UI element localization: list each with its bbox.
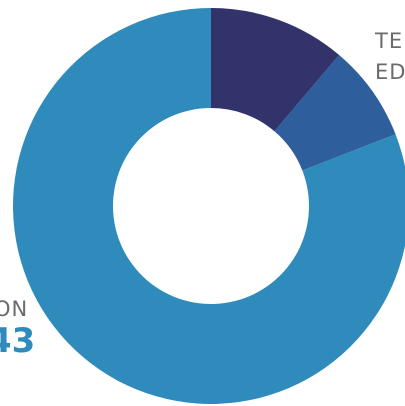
value-left: 43: [0, 321, 36, 361]
label-right-line-2: ED: [375, 60, 405, 84]
label-right-line-1: TE: [375, 29, 404, 53]
donut-slice-2: [274, 55, 396, 171]
donut-slice-3: [13, 8, 405, 404]
donut-slice-1: [211, 8, 340, 132]
label-left-line-1: ON: [0, 297, 29, 321]
